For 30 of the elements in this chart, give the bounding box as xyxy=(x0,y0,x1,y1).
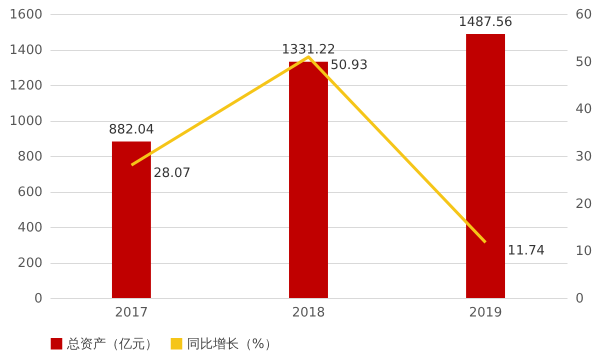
y-tick-label: 600 xyxy=(18,185,42,200)
y2-tick-label: 20 xyxy=(576,196,592,212)
x-tick-label: 2019 xyxy=(469,306,502,320)
legend-label: 同比增长（%） xyxy=(187,336,278,352)
y2-tick-label: 40 xyxy=(576,102,592,118)
x-tick-label: 2018 xyxy=(292,306,326,320)
y-tick-label: 1400 xyxy=(9,43,42,58)
bar xyxy=(289,62,328,298)
y2-tick-label: 30 xyxy=(576,150,592,164)
data-label: 50.93 xyxy=(330,58,368,73)
y2-tick-label: 50 xyxy=(576,54,592,70)
y-tick-label: 800 xyxy=(18,150,42,164)
y2-tick-label: 0 xyxy=(576,292,584,306)
y-tick-label: 1200 xyxy=(9,78,42,94)
y-tick-label: 1000 xyxy=(9,114,42,129)
x-tick-label: 2017 xyxy=(114,306,148,320)
y-tick-label: 0 xyxy=(34,292,42,306)
data-label: 882.04 xyxy=(108,122,154,138)
y-tick-label: 200 xyxy=(18,256,42,271)
y-tick-label: 400 xyxy=(18,220,42,236)
y2-tick-label: 60 xyxy=(576,8,592,22)
y-tick-label: 1600 xyxy=(9,8,42,22)
data-label: 28.07 xyxy=(153,166,191,182)
data-label: 1487.56 xyxy=(458,14,512,30)
data-label: 11.74 xyxy=(508,243,545,258)
data-label: 1331.22 xyxy=(282,42,336,58)
legend-label: 总资产（亿元） xyxy=(66,336,158,352)
bar xyxy=(466,34,506,298)
bar xyxy=(112,141,151,298)
y2-tick-label: 10 xyxy=(576,244,592,260)
